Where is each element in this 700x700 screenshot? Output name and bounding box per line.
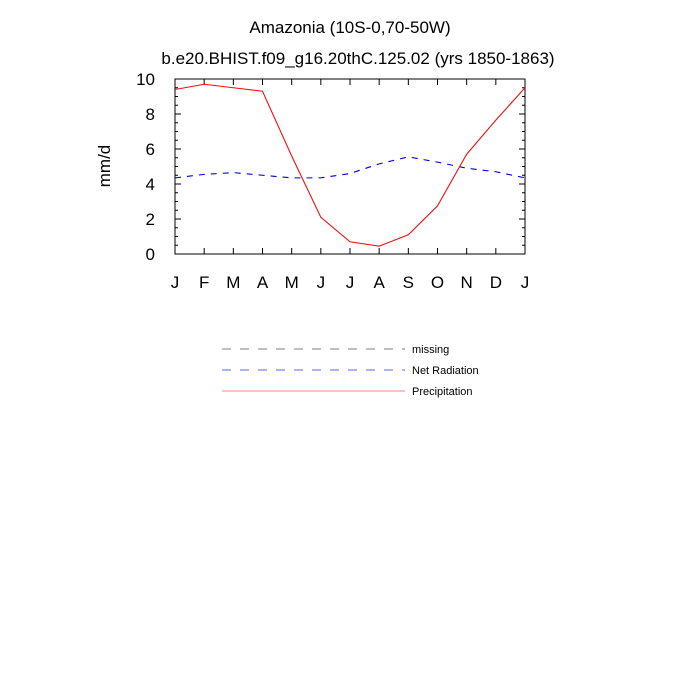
- x-tick-label: J: [317, 273, 326, 292]
- legend-label: missing: [412, 344, 449, 356]
- y-tick-label: 0: [146, 245, 155, 264]
- x-tick-label: J: [521, 273, 530, 292]
- x-tick-label: A: [257, 273, 269, 292]
- y-tick-label: 10: [136, 70, 155, 89]
- x-tick-label: J: [171, 273, 180, 292]
- x-tick-label: N: [461, 273, 473, 292]
- x-tick-label: J: [346, 273, 355, 292]
- y-tick-label: 6: [146, 140, 155, 159]
- x-tick-label: S: [403, 273, 414, 292]
- chart-title: Amazonia (10S-0,70-50W): [249, 18, 451, 37]
- x-tick-label: F: [199, 273, 209, 292]
- x-tick-label: D: [490, 273, 502, 292]
- series-line-precipitation: [174, 83, 526, 247]
- x-tick-label: O: [431, 273, 444, 292]
- x-tick-label: A: [373, 273, 385, 292]
- legend-label: Precipitation: [412, 386, 473, 398]
- y-tick-label: 2: [146, 210, 155, 229]
- plot-frame: [174, 78, 526, 255]
- legend-label: Net Radiation: [412, 365, 479, 377]
- y-tick-label: 8: [146, 105, 155, 124]
- series-line-net-radiation: [174, 156, 526, 179]
- chart-subtitle: b.e20.BHIST.f09_g16.20thC.125.02 (yrs 18…: [161, 49, 555, 68]
- x-tick-label: M: [226, 273, 240, 292]
- x-tick-label: M: [285, 273, 299, 292]
- y-tick-label: 4: [146, 175, 155, 194]
